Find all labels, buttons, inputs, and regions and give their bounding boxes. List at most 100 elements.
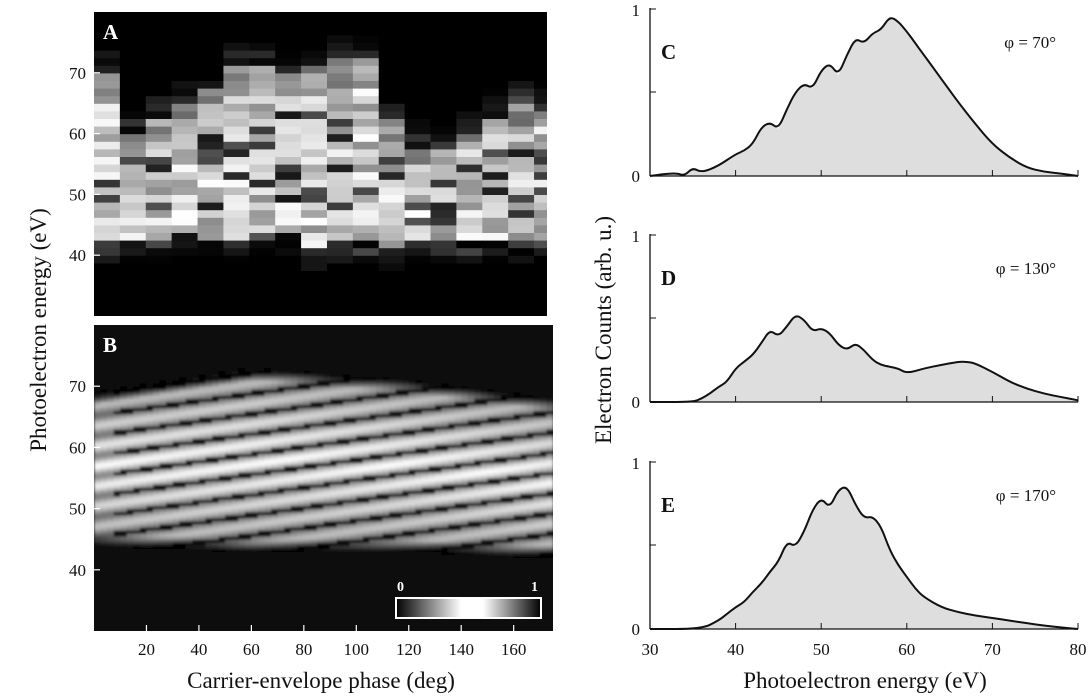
heatmap-a-cell [275,156,302,165]
heatmap-b-cell [100,539,108,543]
heatmap-a-cell [197,50,225,59]
heatmap-b-cell [198,511,206,516]
heatmap-b-cell [257,557,265,562]
heatmap-b-cell [336,520,344,525]
heatmap-b-cell [120,435,128,439]
heatmap-b-cell [316,413,324,418]
heatmap-b-cell [179,551,187,555]
heatmap-b-cell [330,588,338,592]
heatmap-b-cell [297,386,305,390]
heatmap-b-cell [251,364,259,369]
heatmap-b-cell [146,490,154,494]
heatmap-b-cell [218,578,226,583]
heatmap-b-cell [139,331,147,335]
heatmap-b-cell [225,361,233,366]
heatmap-b-cell [212,566,220,571]
heatmap-b-cell [297,551,305,555]
heatmap-b-cell [271,542,279,546]
heatmap-b-cell [205,404,213,409]
heatmap-b-cell [323,536,331,540]
heatmap-b-cell [133,539,141,543]
heatmap-b-cell [100,502,108,507]
heatmap-b-cell [290,575,298,580]
heatmap-b-cell [251,328,259,332]
heatmap-b-cell [192,496,200,500]
heatmap-b-cell [336,548,344,552]
heatmap-b-cell [297,572,305,577]
heatmap-a-cell [508,103,535,112]
heatmap-b-cell [330,490,338,494]
heatmap-b-cell [238,627,246,631]
heatmap-b-cell [290,462,298,467]
heatmap-b-cell [336,389,344,393]
heatmap-b-cell [212,514,220,519]
heatmap-b-cell [212,364,220,369]
heatmap-b-cell [316,533,324,537]
heatmap-b-cell [139,380,147,384]
heatmap-b-cell [257,331,265,335]
heatmap-b-cell [212,380,220,384]
heatmap-b-cell [166,416,174,421]
heatmap-b-cell [310,487,318,491]
heatmap-b-cell [192,435,200,439]
heatmap-b-cell [198,328,206,332]
heatmap-b-cell [159,386,167,390]
heatmap-b-cell [323,370,331,375]
heatmap-b-cell [198,487,206,491]
heatmap-a-cell [171,42,199,51]
heatmap-b-cell [218,505,226,510]
heatmap-b-cell [94,337,102,341]
heatmap-b-cell [323,609,331,614]
heatmap-b-cell [172,539,180,543]
heatmap-b-cell [257,490,265,494]
heatmap-b-cell [277,606,285,611]
heatmap-b-cell [362,484,370,488]
heatmap-b-cell [297,389,305,393]
heatmap-b-cell [231,526,239,531]
heatmap-b-cell [126,572,134,577]
heatmap-b-cell [330,422,338,427]
heatmap-b-cell [120,548,128,552]
heatmap-b-cell [277,413,285,418]
heatmap-b-cell [198,373,206,378]
heatmap-b-cell [356,551,364,555]
heatmap-b-cell [113,621,121,626]
heatmap-a-cell [145,300,173,309]
heatmap-b-cell [251,377,259,381]
heatmap-b-cell [362,539,370,543]
heatmap-a-cell [456,103,483,112]
heatmap-b-cell [225,551,233,555]
heatmap-b-cell [139,572,147,577]
heatmap-a-cell [456,224,483,233]
heatmap-b-cell [244,517,252,522]
heatmap-b-cell [179,465,187,470]
heatmap-b-cell [166,572,174,577]
heatmap-b-cell [212,328,220,332]
heatmap-b-cell [330,401,338,406]
heatmap-b-cell [146,575,154,580]
heatmap-b-cell [231,456,239,461]
heatmap-b-cell [218,425,226,430]
heatmap-b-cell [212,526,220,531]
heatmap-a-cell [456,308,483,316]
heatmap-b-cell [369,502,377,507]
heatmap-b-cell [277,352,285,357]
heatmap-b-cell [251,453,259,458]
heatmap-b-cell [336,536,344,540]
heatmap-b-cell [212,508,220,513]
heatmap-b-cell [349,526,357,531]
heatmap-b-cell [343,462,351,467]
heatmap-b-cell [113,542,121,546]
heatmap-b-cell [172,334,180,338]
heatmap-b-cell [153,585,161,589]
heatmap-b-cell [172,569,180,574]
heatmap-b-cell [153,545,161,549]
heatmap-b-cell [343,542,351,546]
heatmap-b-cell [100,514,108,519]
heatmap-b-cell [244,627,252,631]
heatmap-b-cell [192,542,200,546]
heatmap-b-cell [290,499,298,503]
heatmap-b-cell [113,600,121,604]
heatmap-b-cell [120,407,128,412]
heatmap-a-cell [119,209,147,218]
